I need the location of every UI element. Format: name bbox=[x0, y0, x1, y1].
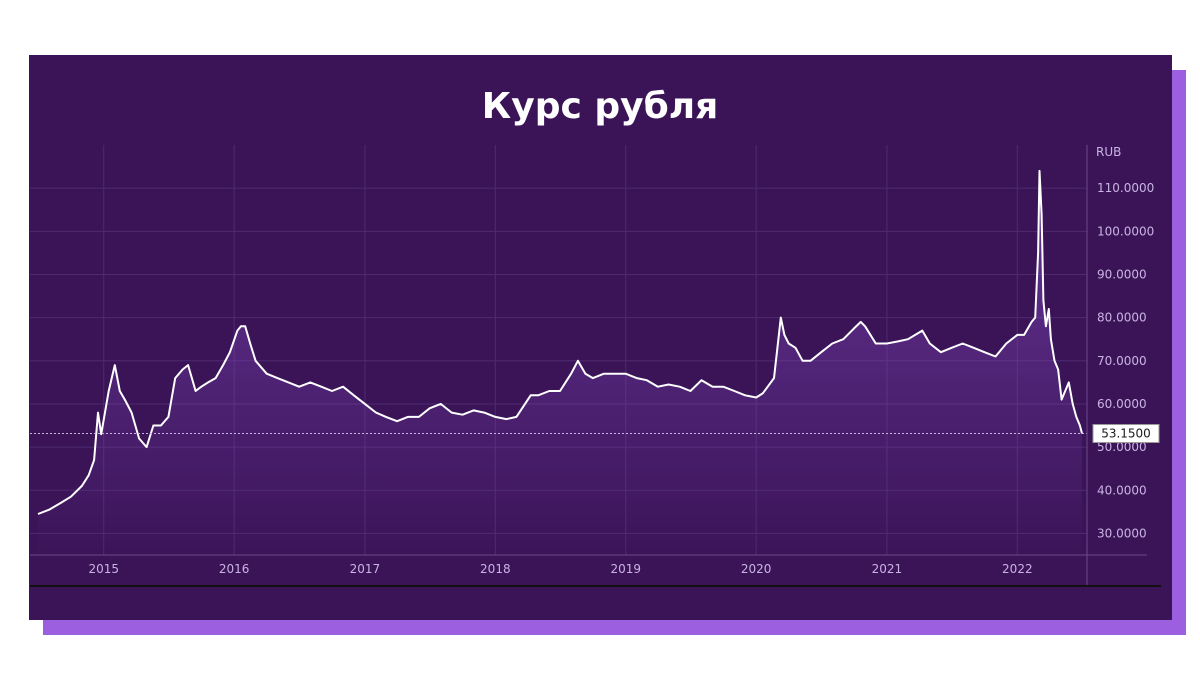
axis-labels: 110.0000 100.0000 90.0000 80.0000 70.0000 60.… bbox=[88, 145, 1160, 576]
x-tick-label: 2015 bbox=[88, 562, 119, 576]
x-tick-label: 2021 bbox=[872, 562, 903, 576]
y-tick-label: 40.0000 bbox=[1097, 483, 1147, 497]
current-value-label: 53.1500 bbox=[1101, 427, 1151, 441]
y-tick-label: 80.0000 bbox=[1097, 311, 1147, 325]
x-tick-label: 2018 bbox=[480, 562, 511, 576]
y-axis-label: RUB bbox=[1096, 145, 1121, 159]
chart-title: Курс рубля bbox=[481, 86, 719, 127]
x-tick-label: 2022 bbox=[1002, 562, 1033, 576]
y-tick-label: 30.0000 bbox=[1097, 526, 1147, 540]
x-tick-label: 2020 bbox=[741, 562, 772, 576]
axes bbox=[30, 145, 1161, 587]
x-tick-label: 2017 bbox=[350, 562, 381, 576]
y-tick-label: 70.0000 bbox=[1097, 354, 1147, 368]
y-tick-label: 60.0000 bbox=[1097, 397, 1147, 411]
y-tick-label: 50.0000 bbox=[1097, 440, 1147, 454]
x-tick-label: 2016 bbox=[219, 562, 250, 576]
x-tick-label: 2019 bbox=[610, 562, 641, 576]
current-value-badge bbox=[1092, 424, 1160, 444]
series-line[interactable] bbox=[37, 169, 1083, 515]
area-layer bbox=[30, 169, 1087, 555]
y-tick-label: 100.0000 bbox=[1097, 224, 1154, 238]
series-area bbox=[38, 170, 1082, 555]
y-tick-label: 90.0000 bbox=[1097, 267, 1147, 281]
y-tick-label: 110.0000 bbox=[1097, 181, 1154, 195]
